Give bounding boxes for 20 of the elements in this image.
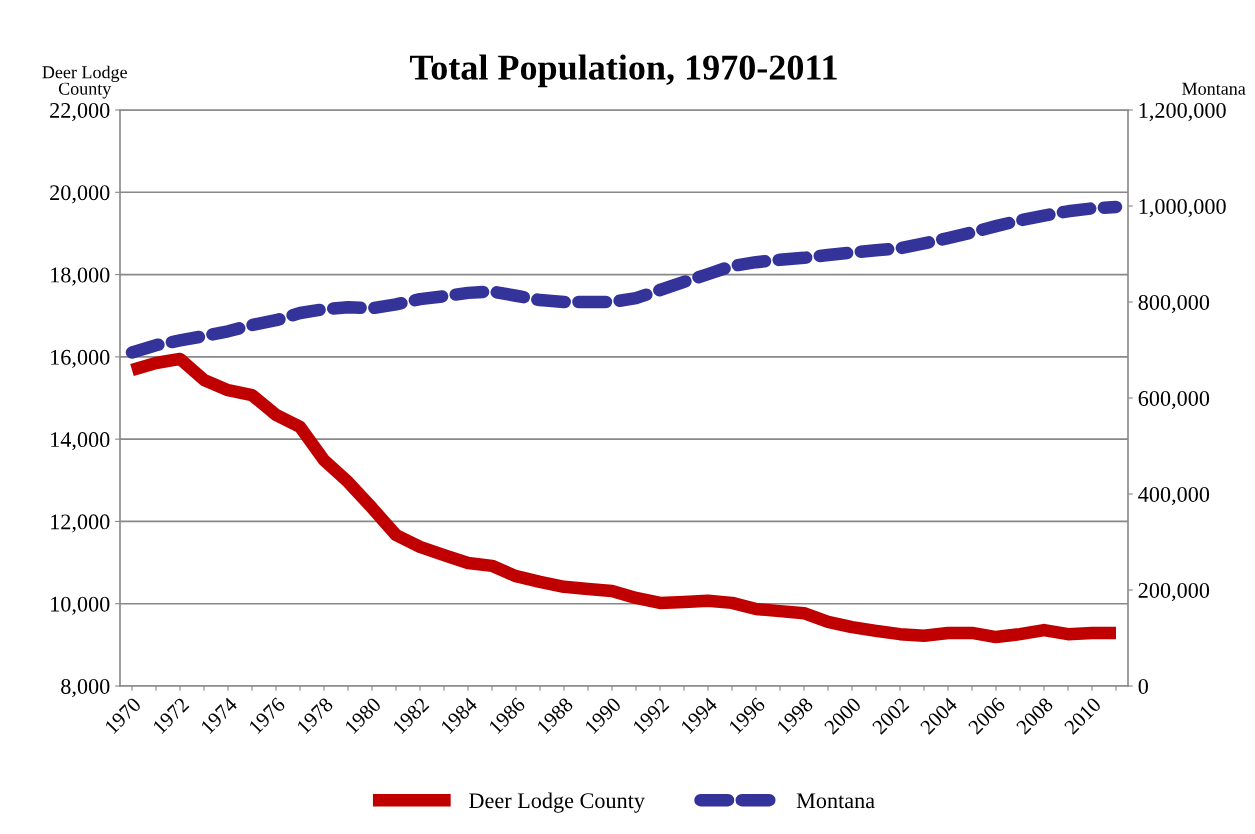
y-tick-label: 14,000: [51, 432, 110, 451]
legend-label: Deer Lodge County: [469, 792, 645, 813]
y2-tick-label: 200,000: [1138, 582, 1210, 602]
legend-label: Montana: [796, 793, 875, 809]
y2-tick-label: 800,000: [1138, 294, 1210, 314]
chart-title: Total Population, 1970-2011: [410, 54, 837, 88]
y2-tick-label: 600,000: [1138, 390, 1210, 410]
y-tick-label: 20,000: [50, 185, 110, 204]
y-tick-label: 16,000: [51, 349, 110, 368]
y2-tick-label: 1,000,000: [1139, 198, 1226, 218]
y-tick-label: 22,000: [50, 102, 110, 122]
y-tick-label: 10,000: [51, 596, 110, 615]
y-tick-label: 8,000: [61, 678, 110, 698]
y2-tick-label: 1,200,000: [1139, 102, 1226, 122]
y-axis-title: Deer Lodge County: [42, 65, 127, 99]
y-tick-label: 18,000: [51, 267, 110, 286]
y2-tick-label: 400,000: [1138, 486, 1210, 506]
y2-tick-label: 0: [1138, 678, 1148, 694]
y2-axis-title: Montana: [1182, 82, 1246, 95]
y-tick-label: 12,000: [51, 514, 110, 533]
